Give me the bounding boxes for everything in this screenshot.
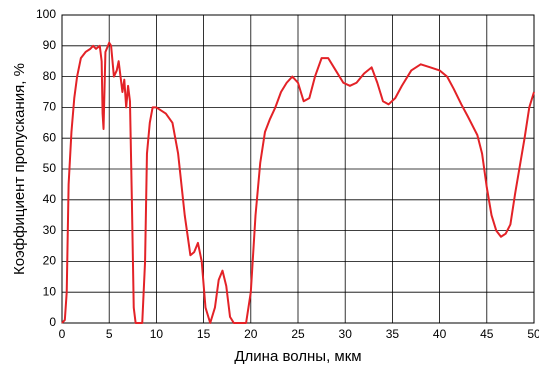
x-tick-label: 45 <box>480 327 494 341</box>
plot-frame <box>61 14 535 324</box>
x-tick-label: 40 <box>433 327 447 341</box>
x-tick-label: 50 <box>527 327 539 341</box>
y-tick-label: 90 <box>43 38 57 52</box>
x-tick-label: 5 <box>106 327 113 341</box>
y-axis-label: Коэффициент пропускания, % <box>11 63 28 275</box>
y-tick-label: 60 <box>43 130 57 144</box>
x-tick-label: 0 <box>59 327 66 341</box>
y-tick-label: 20 <box>43 254 57 268</box>
x-tick-label: 25 <box>291 327 305 341</box>
x-tick-label: 10 <box>150 327 164 341</box>
y-tick-label: 100 <box>36 7 56 21</box>
y-tick-label: 10 <box>43 284 57 298</box>
x-tick-label: 30 <box>339 327 353 341</box>
data-line <box>61 41 535 324</box>
x-tick-label: 20 <box>244 327 258 341</box>
y-tick-label: 80 <box>43 69 57 83</box>
y-tick-label: 50 <box>43 161 57 175</box>
x-tick-label: 15 <box>197 327 211 341</box>
y-tick-label: 0 <box>49 315 56 329</box>
x-axis-label: Длина волны, мкм <box>234 348 361 365</box>
y-tick-label: 30 <box>43 223 57 237</box>
y-tick-label: 40 <box>43 192 57 206</box>
x-tick-label: 35 <box>386 327 400 341</box>
y-tick-label: 70 <box>43 100 57 114</box>
